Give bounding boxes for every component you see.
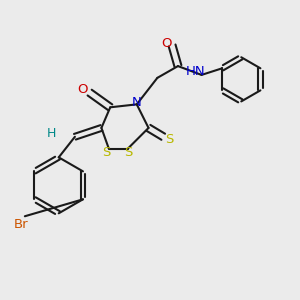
Text: S: S	[165, 133, 173, 146]
Text: N: N	[132, 96, 142, 110]
Text: H: H	[47, 127, 56, 140]
Text: O: O	[77, 83, 88, 96]
Text: S: S	[102, 146, 110, 159]
Text: O: O	[161, 37, 171, 50]
Text: Br: Br	[14, 218, 28, 231]
Text: HN: HN	[186, 65, 206, 79]
Text: S: S	[124, 146, 132, 159]
